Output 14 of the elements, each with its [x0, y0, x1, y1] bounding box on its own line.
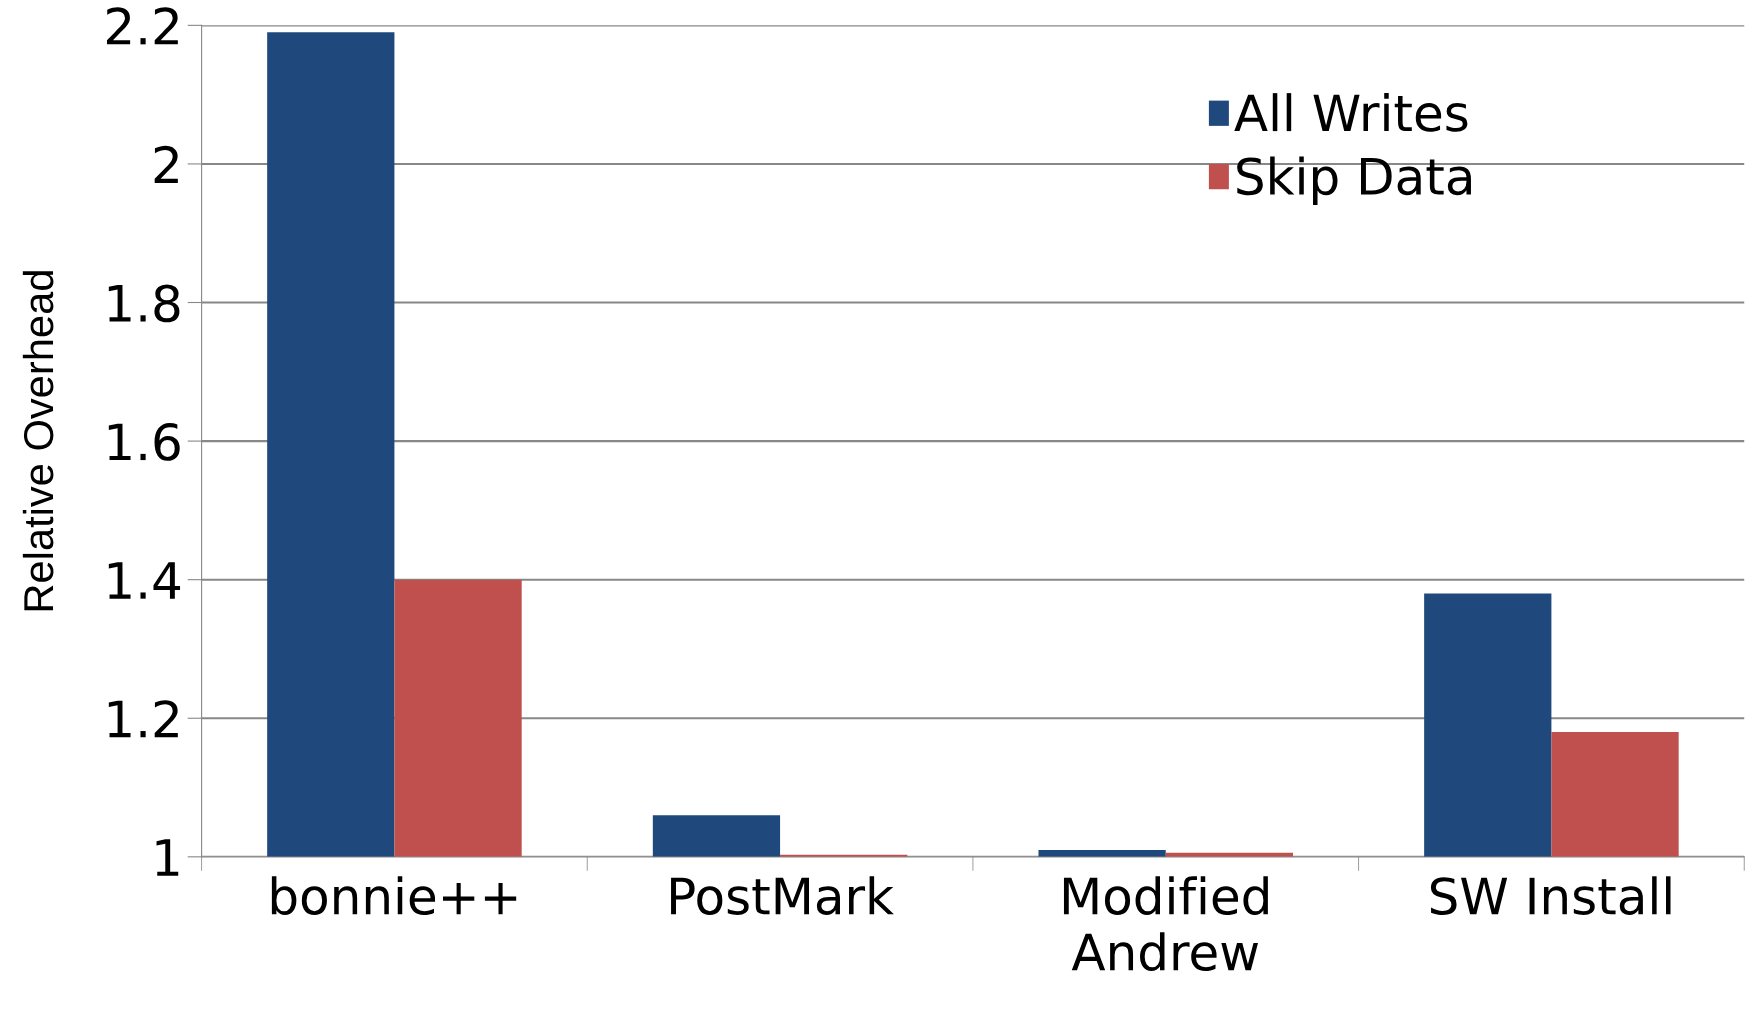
y-tick-label: 1.6	[108, 422, 180, 461]
legend-label: Skip Data	[1237, 156, 1471, 205]
y-tick-label: 2.2	[106, 7, 178, 45]
y-tick-label: 1.2	[108, 700, 178, 738]
y-tick-label: 1.8	[108, 284, 180, 323]
y-tick-label: 1	[156, 839, 179, 876]
x-tick-label: Modified Andrew	[1063, 876, 1268, 971]
x-tick-label: SW Install	[1430, 876, 1671, 915]
y-tick-label: 1.4	[108, 562, 181, 599]
y-axis-title: Relative Overhead	[22, 271, 54, 611]
x-tick-label: bonnie++	[271, 876, 517, 915]
x-tick-label: PostMark	[671, 876, 894, 915]
legend-label: All Writes	[1234, 93, 1468, 132]
y-tick-label: 2	[154, 145, 178, 183]
